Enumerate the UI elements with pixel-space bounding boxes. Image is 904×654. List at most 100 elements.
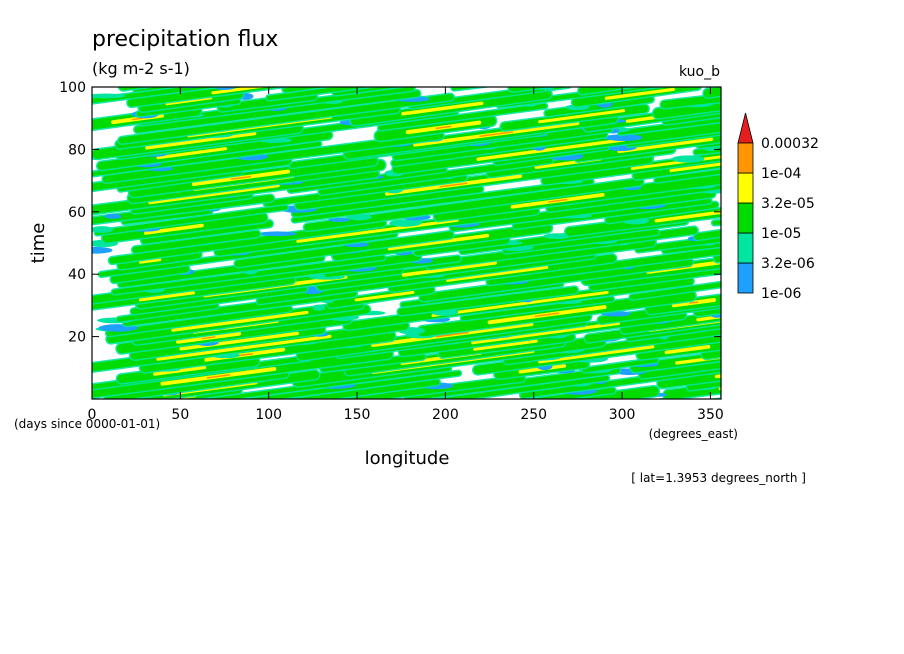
band-core <box>529 27 746 55</box>
chart-subtitle: (kg m-2 s-1) <box>92 59 190 78</box>
band-core <box>391 131 607 166</box>
band-core <box>620 312 721 334</box>
band-core <box>114 452 199 463</box>
band-peak <box>788 320 904 343</box>
x-tick-label: 100 <box>255 407 282 423</box>
band-max <box>485 410 521 415</box>
band-core <box>99 232 397 277</box>
band-peak <box>136 456 174 461</box>
band-core <box>414 236 510 256</box>
weak-blob <box>95 452 122 457</box>
band-fringe <box>653 396 677 399</box>
band-peak <box>217 440 333 455</box>
band-core <box>605 202 719 223</box>
band-peak <box>617 137 714 154</box>
band-core <box>662 242 721 254</box>
band-core <box>109 220 386 264</box>
band-peak <box>145 131 257 150</box>
band-core <box>629 282 721 300</box>
band-core <box>131 286 308 315</box>
band-core <box>118 94 454 144</box>
band-peak <box>387 233 490 251</box>
band-fringe <box>336 33 516 57</box>
weak-blob <box>636 76 665 80</box>
band-core <box>102 132 444 183</box>
x-tick-label: 0 <box>88 407 97 423</box>
weak-blob <box>159 418 171 425</box>
band-core <box>139 455 315 479</box>
band-peak <box>790 63 904 82</box>
weak-blob <box>556 79 587 85</box>
band-fringe <box>507 87 561 94</box>
band-core <box>419 258 693 302</box>
weak-blob <box>432 68 451 73</box>
band-max <box>808 88 843 93</box>
weak-blob <box>601 79 639 85</box>
band-core <box>92 87 217 104</box>
y-axis: 20 40 60 80 100 <box>59 80 721 346</box>
band-core <box>734 80 745 81</box>
band-core <box>123 290 357 326</box>
band-peak <box>138 258 162 264</box>
band-core <box>461 297 614 321</box>
band-core <box>118 254 325 288</box>
x-units: (degrees_east) <box>649 427 738 441</box>
plot-frame <box>91 86 722 400</box>
band-core <box>620 35 746 52</box>
band-peak <box>156 334 332 361</box>
weak-blob <box>441 35 473 41</box>
band-max <box>534 312 560 317</box>
band-core <box>442 52 642 77</box>
band-core <box>704 14 745 20</box>
weak-blob <box>477 421 502 427</box>
band-core <box>104 370 289 399</box>
weak-blob <box>389 219 420 227</box>
band-peak <box>714 374 721 379</box>
weak-blob <box>568 25 596 31</box>
weak-blob <box>312 304 326 311</box>
band-core <box>92 157 291 191</box>
band-peak <box>152 433 293 452</box>
band-core <box>488 15 701 43</box>
band-fringe <box>734 80 745 81</box>
weak-blob <box>260 430 290 436</box>
band-core <box>397 42 535 62</box>
weak-blob <box>258 456 282 461</box>
band-core <box>681 38 745 48</box>
band-core <box>644 50 746 63</box>
weak-blob <box>584 405 599 412</box>
band-peak <box>718 386 721 391</box>
band-core <box>701 347 721 359</box>
weak-blob <box>486 411 499 419</box>
colorbar-swatch <box>737 172 754 204</box>
band-core <box>397 286 578 316</box>
band-peak <box>604 87 675 100</box>
band-core <box>136 98 241 117</box>
colorbar-swatch <box>737 142 754 174</box>
band-peak <box>538 345 655 364</box>
weak-blob <box>225 426 265 432</box>
weak-blob <box>503 429 541 436</box>
band-fringe <box>640 43 746 58</box>
band-core <box>95 205 288 236</box>
band-fringe <box>301 48 459 69</box>
weak-blob <box>543 233 571 240</box>
band-core <box>264 175 467 207</box>
band-max <box>178 438 193 440</box>
y-tick-label: 60 <box>68 205 86 221</box>
band-fringe <box>644 50 746 63</box>
band-core <box>216 437 318 449</box>
weak-blob <box>298 412 324 418</box>
x-axis-label: longitude <box>365 448 450 469</box>
colorbar: 1e-06 3.2e-06 1e-05 3.2e-05 1e-04 0.00032 <box>737 112 819 302</box>
band-core <box>117 303 219 322</box>
band-peak <box>473 339 538 351</box>
band-core <box>234 231 454 267</box>
band-peak <box>153 365 207 376</box>
band-core <box>450 190 716 231</box>
band-peak <box>375 438 448 448</box>
band-core <box>336 33 516 57</box>
band-core <box>134 90 420 133</box>
band-core <box>582 358 658 373</box>
band-core <box>324 255 461 277</box>
